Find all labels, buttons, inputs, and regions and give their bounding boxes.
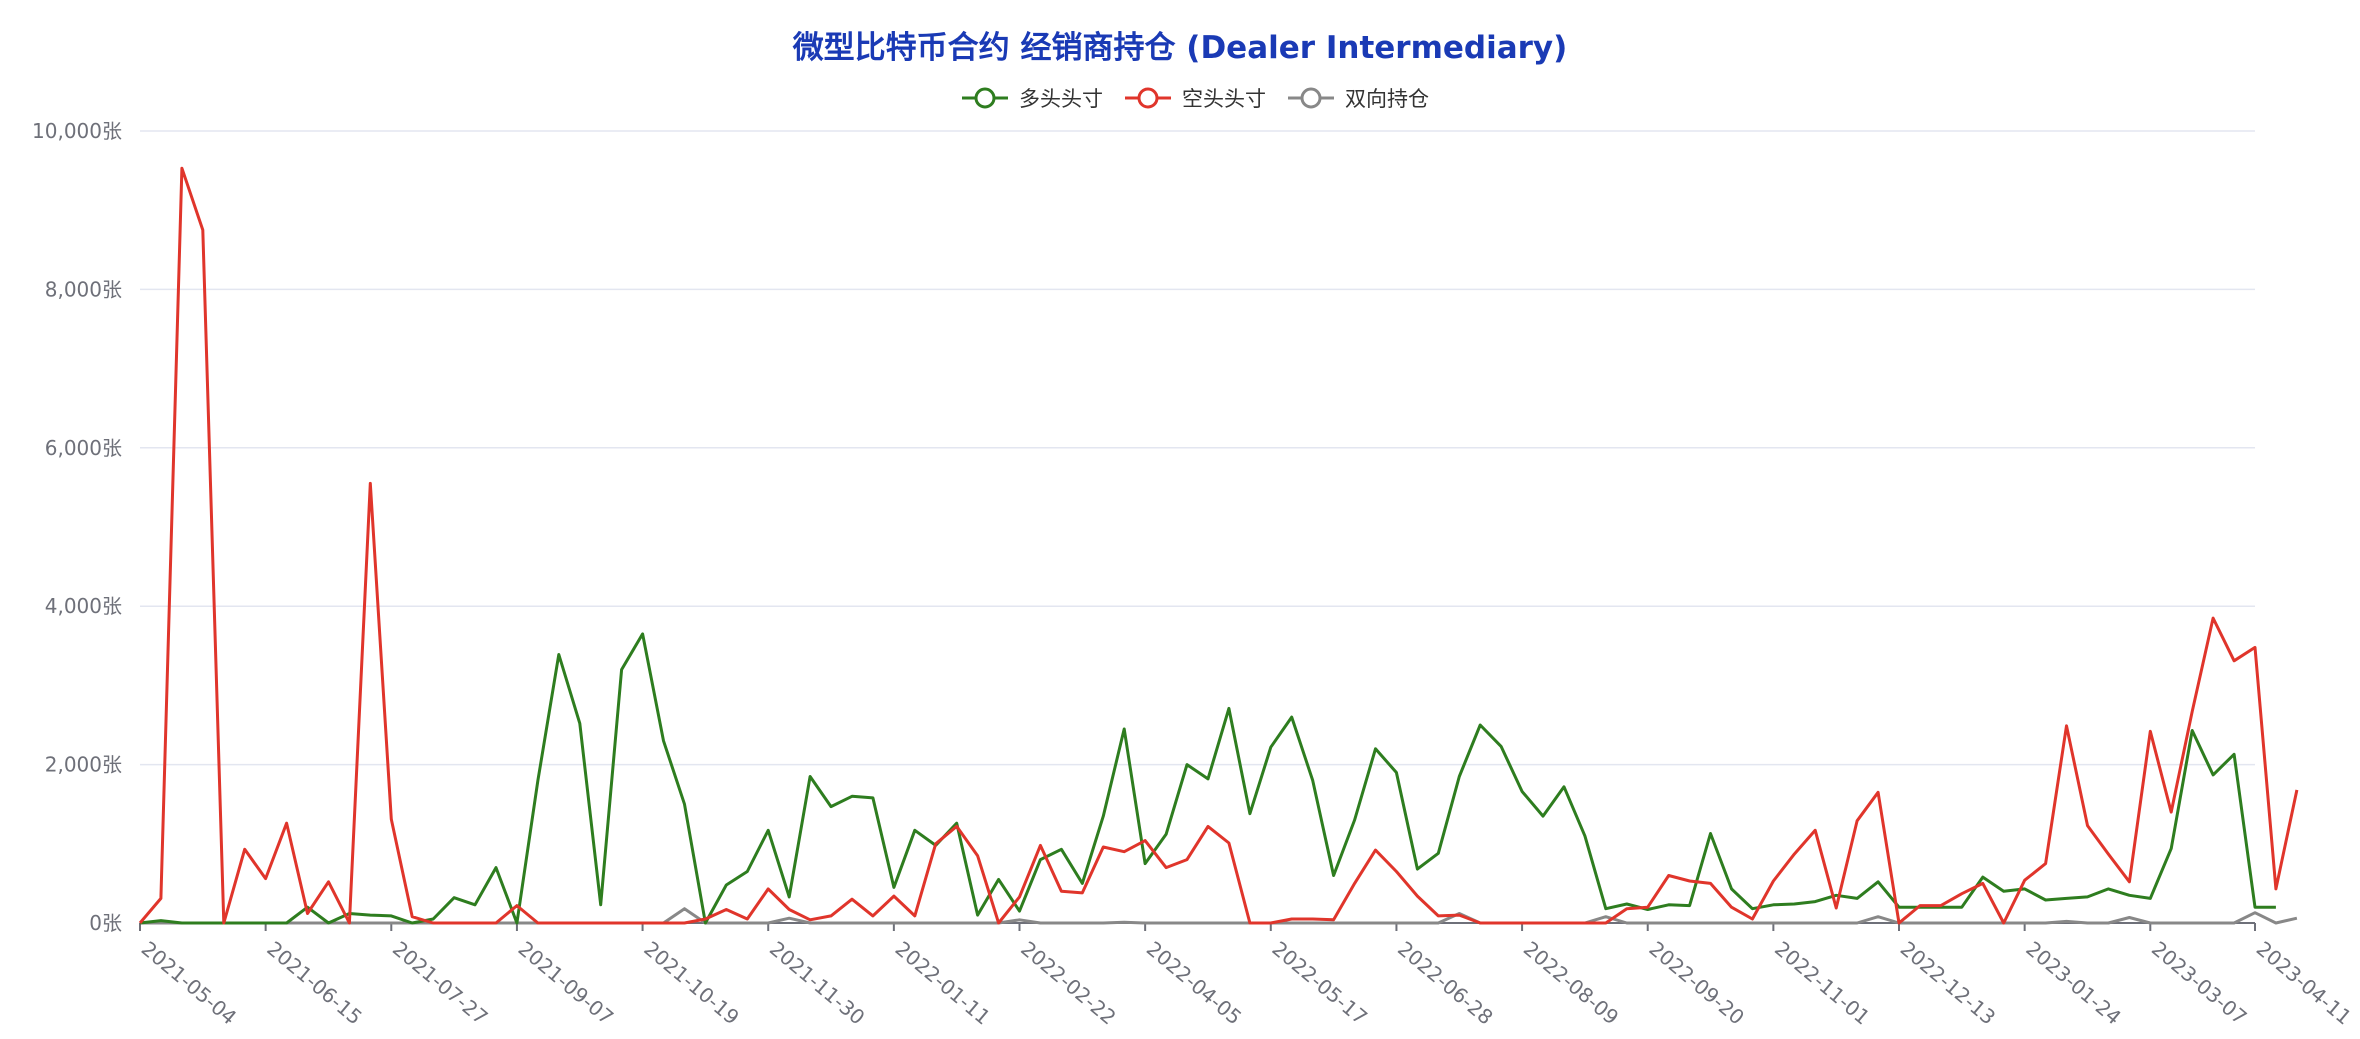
- series-line-2: [140, 907, 2298, 925]
- y-tick-label: 6,000张: [45, 436, 122, 460]
- x-tick-label: 2023-01-24: [2021, 936, 2125, 1029]
- legend-item[interactable]: 双向持仓: [1288, 87, 1429, 111]
- legend-marker-icon: [974, 87, 996, 109]
- x-tick-label: 2022-05-17: [1268, 936, 1372, 1029]
- x-tick-label: 2021-07-27: [388, 936, 492, 1029]
- x-axis: 2021-05-04 2021-06-15 2021-07-27 2021-09-07…: [137, 922, 2356, 1030]
- x-tick-label: 2022-02-22: [1016, 936, 1120, 1029]
- x-tick-label: 2022-11-01: [1770, 936, 1874, 1029]
- y-tick-label: 8,000张: [45, 277, 122, 301]
- x-tick-label: 2021-06-15: [262, 936, 366, 1029]
- legend-label: 多头头寸: [1019, 87, 1103, 111]
- x-tick-label: 2021-10-19: [639, 936, 743, 1029]
- legend-item[interactable]: 多头头寸: [962, 87, 1103, 111]
- x-tick-label: 2022-12-13: [1896, 936, 2000, 1029]
- y-tick-label: 4,000张: [45, 594, 122, 618]
- legend-label: 空头头寸: [1182, 87, 1266, 111]
- legend-marker-icon: [1300, 87, 1322, 109]
- x-tick-label: 2023-04-11: [2252, 936, 2356, 1029]
- legend-marker-icon: [1137, 87, 1159, 109]
- series-line-0: [139, 632, 2276, 925]
- x-tick-label: 2022-04-05: [1142, 936, 1246, 1029]
- x-tick-label: 2022-06-28: [1393, 936, 1497, 1029]
- legend-item[interactable]: 空头头寸: [1125, 87, 1266, 111]
- x-tick-label: 2022-08-09: [1519, 936, 1623, 1029]
- x-tick-label: 2021-11-30: [765, 936, 869, 1029]
- y-tick-label: 2,000张: [45, 753, 122, 777]
- legend[interactable]: 多头头寸 空头头寸 双向持仓: [962, 87, 1429, 111]
- series-line-1: [138, 166, 2299, 925]
- grid-lines: [140, 130, 2255, 766]
- x-tick-label: 2021-09-07: [514, 936, 618, 1029]
- chart-title: 微型比特币合约 经销商持仓 (Dealer Intermediary): [792, 30, 1568, 66]
- y-tick-label: 0张: [89, 911, 122, 935]
- x-tick-label: 2023-03-07: [2147, 936, 2251, 1029]
- y-tick-label: 10,000张: [32, 119, 122, 143]
- legend-label: 双向持仓: [1345, 87, 1429, 111]
- x-tick-label: 2022-01-11: [891, 936, 995, 1029]
- x-tick-label: 2021-05-04: [137, 936, 241, 1029]
- series-lines: [138, 166, 2299, 925]
- x-tick-label: 2022-09-20: [1645, 936, 1749, 1029]
- y-axis: 0张 2,000张 4,000张 6,000张 8,000张 10,000张: [32, 119, 122, 935]
